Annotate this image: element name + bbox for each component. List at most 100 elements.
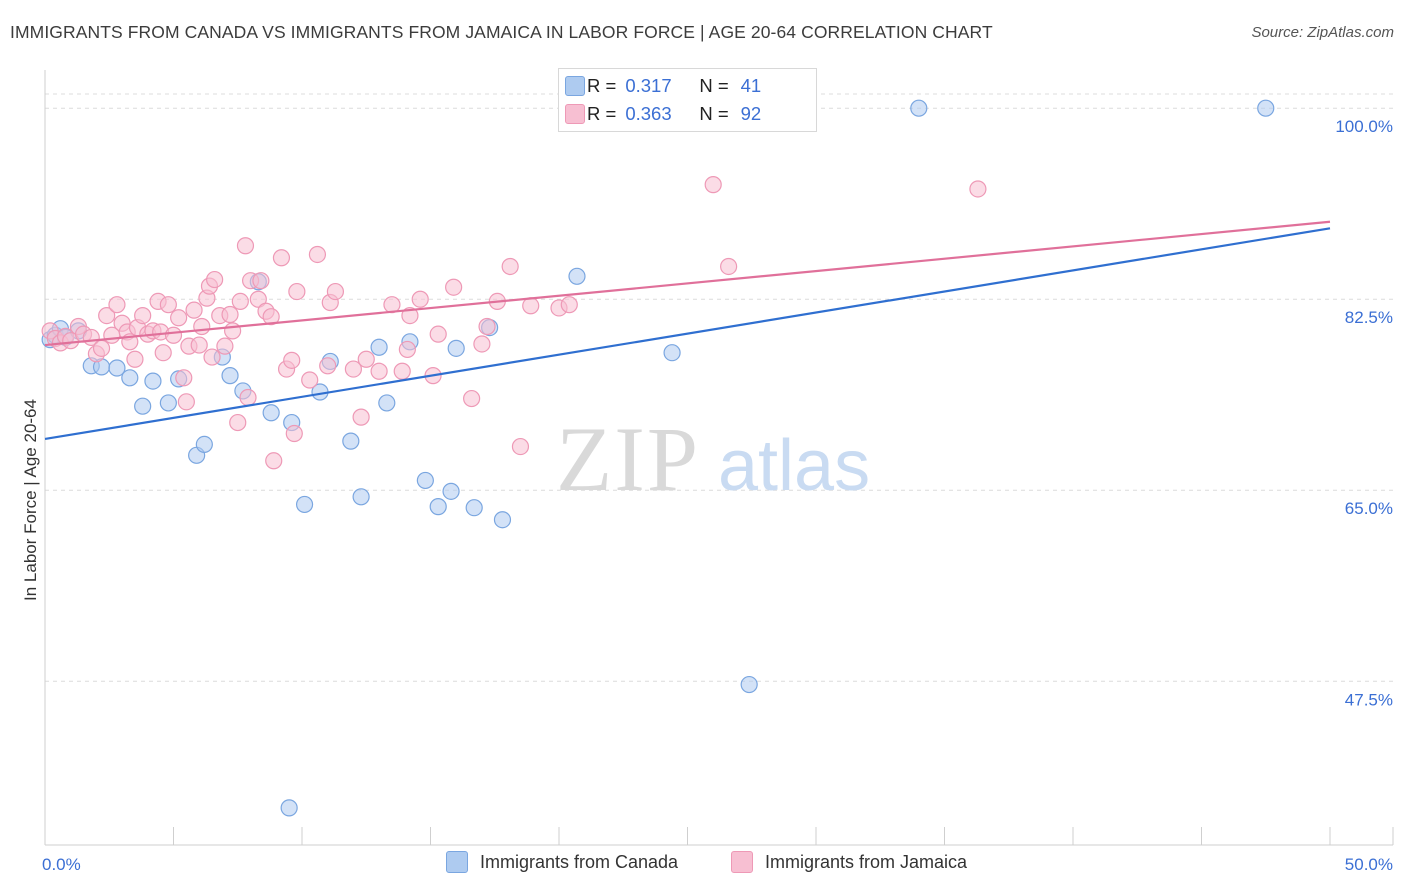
canada-point-37 [568,267,586,285]
canada-point-28 [378,394,396,412]
jamaica-point-67 [398,340,416,359]
legend-label-jamaica: Immigrants from Jamaica [765,851,968,872]
canada-point-36 [493,511,512,529]
jamaica-point-30 [185,301,203,319]
canada-point-9 [134,397,152,415]
y-tick-label-3: 100.0% [1335,117,1393,136]
jamaica-point-57 [308,245,327,264]
y-tick-label-2: 82.5% [1345,308,1393,327]
canada-point-7 [108,359,126,377]
jamaica-point-39 [221,305,239,324]
jamaica-point-62 [352,408,370,426]
watermark-atlas: atlas [718,426,870,506]
jamaica-point-23 [154,344,172,362]
source-label: Source: ZipAtlas.com [1251,24,1394,41]
canada-point-26 [352,488,370,506]
jamaica-point-26 [170,309,188,327]
y-axis-label: In Labor Force | Age 20-64 [21,399,40,601]
canada-point-34 [465,499,483,517]
y-tick-label-0: 47.5% [1345,690,1393,709]
legend-r-value: 0.363 [625,103,672,124]
jamaica-point-49 [262,308,280,326]
legend-n-value: 92 [740,103,762,124]
trend-lines [44,220,1331,441]
legend-label-canada: Immigrants from Canada [480,851,679,872]
canada-point-41 [1257,99,1275,117]
x-tick-labels: 0.0% 50.0% [42,855,1393,874]
legend-swatch-jamaica [731,851,753,873]
jamaica-point-35 [203,348,221,366]
watermark-zip: ZIP [556,408,700,510]
jamaica-point-38 [216,337,234,355]
legend-r-value: 0.317 [625,75,672,96]
legend-row-canada: R = 0.317 N = 41 [565,73,762,99]
jamaica-point-46 [249,290,267,308]
jamaica-point-77 [501,257,519,276]
jamaica-points [41,99,987,470]
canada-point-33 [447,339,465,357]
jamaica-point-56 [301,371,319,389]
legend-swatch-canada [565,76,585,96]
jamaica-point-32 [193,317,211,336]
jamaica-point-42 [231,292,249,311]
canada-point-32 [442,482,460,500]
jamaica-point-36 [206,270,224,289]
jamaica-point-55 [288,282,306,301]
jamaica-point-25 [164,326,183,344]
jamaica-point-28 [177,393,195,411]
canada-point-14 [195,435,213,454]
legend-r-label: R = [587,103,617,124]
jamaica-point-61 [344,360,362,378]
legend-row-jamaica: R = 0.363 N = 92 [565,101,762,127]
jamaica-point-68 [401,306,419,325]
jamaica-point-58 [319,357,337,375]
jamaica-point-41 [229,413,247,432]
canada-point-11 [159,394,177,412]
canada-point-22 [295,495,314,514]
jamaica-trend-line [44,220,1331,347]
canada-point-38 [663,344,681,362]
jamaica-point-84 [969,180,987,198]
jamaica-point-64 [370,362,388,380]
legend-r-label: R = [587,75,617,96]
series-legend: Immigrants from Canada Immigrants from J… [0,851,1406,877]
canada-point-20 [280,799,298,817]
canada-point-10 [144,372,162,390]
canada-point-30 [416,471,434,490]
canada-trend-line [44,227,1331,441]
legend-n-label: N = [699,103,729,124]
legend-n-value: 41 [740,75,762,96]
jamaica-point-83 [720,257,738,276]
jamaica-point-44 [239,388,257,407]
canada-point-40 [910,99,928,117]
jamaica-point-18 [134,306,152,325]
legend-n-label: N = [699,75,729,96]
chart-title: IMMIGRANTS FROM CANADA VS IMMIGRANTS FRO… [10,22,993,42]
jamaica-point-27 [175,369,193,387]
canada-point-31 [429,498,447,516]
jamaica-point-71 [429,325,447,343]
jamaica-point-9 [92,339,111,357]
jamaica-point-16 [126,350,144,368]
y-axis-label-wrap: In Labor Force | Age 20-64 [16,300,46,700]
jamaica-point-47 [252,272,270,290]
y-tick-labels: 47.5% 65.0% 82.5% 100.0% [1335,117,1393,709]
jamaica-point-40 [224,322,242,340]
canada-point-19 [262,404,280,422]
x-tick-label-0: 0.0% [42,855,81,874]
jamaica-point-24 [159,296,177,314]
jamaica-point-54 [285,424,303,443]
jamaica-point-72 [445,278,463,296]
jamaica-point-74 [473,335,491,353]
correlation-legend: R = 0.317 N = 41 R = 0.363 N = 92 [558,68,817,132]
jamaica-point-66 [393,362,411,380]
watermark: ZIP atlas [556,408,870,510]
canada-point-39 [740,675,758,694]
legend-swatch-canada [446,851,468,873]
jamaica-point-73 [463,389,481,408]
jamaica-point-12 [108,296,126,314]
jamaica-point-81 [560,296,578,314]
canada-point-27 [370,338,388,356]
jamaica-point-69 [411,290,429,308]
